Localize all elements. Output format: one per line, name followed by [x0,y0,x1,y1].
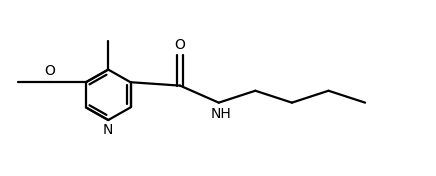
Text: O: O [44,64,55,78]
Text: NH: NH [211,107,231,121]
Text: O: O [174,37,185,52]
Text: N: N [103,123,113,137]
